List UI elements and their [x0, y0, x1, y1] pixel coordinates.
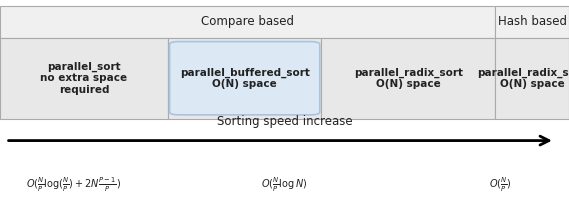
Text: parallel_radix_sort
O(N) space: parallel_radix_sort O(N) space	[354, 67, 463, 89]
FancyBboxPatch shape	[170, 42, 320, 115]
Text: parallel_radix_sort
O(N) space: parallel_radix_sort O(N) space	[477, 67, 569, 89]
Text: parallel_sort
no extra space
required: parallel_sort no extra space required	[40, 61, 127, 95]
Text: $O(\frac{N}{P})$: $O(\frac{N}{P})$	[489, 176, 512, 194]
Text: Hash based: Hash based	[497, 15, 567, 28]
Text: $O(\frac{N}{P}\log(\frac{N}{P})+2N\frac{P-1}{P})$: $O(\frac{N}{P}\log(\frac{N}{P})+2N\frac{…	[26, 176, 122, 194]
Bar	[0, 6, 495, 38]
Bar	[168, 38, 321, 119]
Bar	[495, 38, 569, 119]
Text: Sorting speed increase: Sorting speed increase	[217, 115, 352, 128]
Bar	[495, 6, 569, 38]
Text: Compare based: Compare based	[201, 15, 294, 28]
Text: parallel_buffered_sort
O(N) space: parallel_buffered_sort O(N) space	[180, 67, 310, 89]
Bar	[321, 38, 495, 119]
Text: $O(\frac{N}{P}\log N)$: $O(\frac{N}{P}\log N)$	[261, 176, 308, 194]
Bar	[0, 38, 168, 119]
